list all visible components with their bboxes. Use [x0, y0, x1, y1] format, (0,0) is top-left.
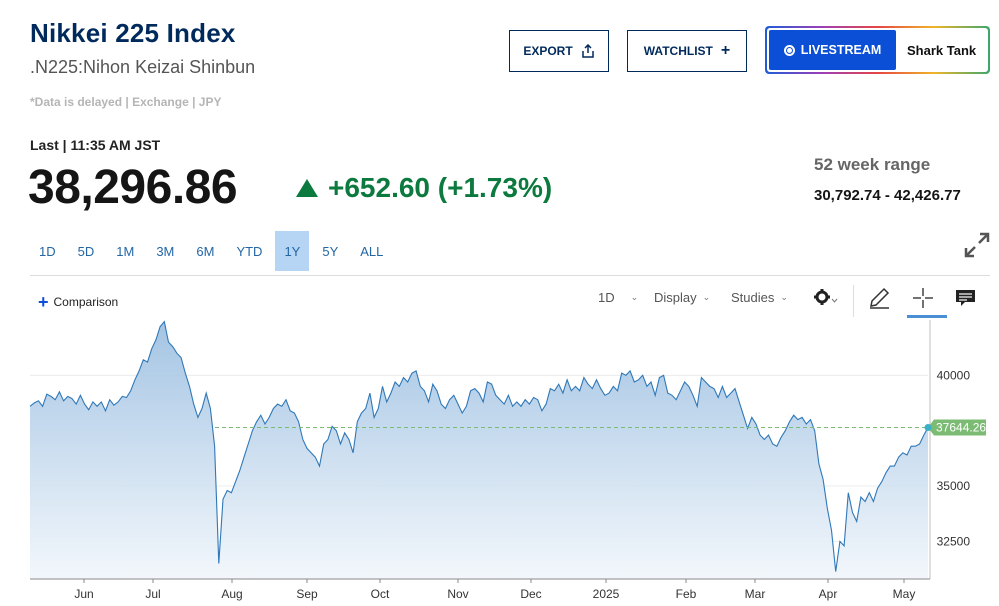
price-change-value: +652.60 (+1.73%): [328, 172, 553, 203]
export-label: EXPORT: [523, 44, 573, 58]
range-tab-5y[interactable]: 5Y: [322, 243, 339, 259]
delayed-note: *Data is delayed | Exchange | JPY: [30, 95, 222, 109]
range-tab-1d[interactable]: 1D: [39, 243, 56, 259]
livestream-box: LIVESTREAM Shark Tank: [765, 26, 990, 74]
range-tab-ytd[interactable]: YTD: [236, 243, 263, 259]
toolbar-divider: [853, 285, 854, 317]
x-tick-label: May: [893, 587, 916, 601]
price-line: [29, 320, 929, 572]
range-tab-1y[interactable]: 1Y: [275, 231, 310, 271]
share-icon: [581, 44, 594, 58]
watchlist-button[interactable]: WATCHLIST +: [627, 30, 747, 72]
interval-label: 1D: [598, 290, 615, 305]
week-range-label: 52 week range: [814, 155, 931, 174]
comparison-label: Comparison: [53, 295, 119, 309]
x-tick-label: Apr: [819, 587, 838, 601]
last-trade-time: Last | 11:35 AM JST: [30, 137, 161, 153]
x-tick-label: Mar: [745, 587, 766, 601]
page-title: Nikkei 225 Index: [30, 18, 236, 48]
interval-dropdown[interactable]: 1D ⌄: [598, 290, 638, 305]
x-tick-label: 2025: [593, 587, 620, 601]
y-axis-ticks: 40000 35000 32500: [937, 368, 971, 548]
range-tab-all[interactable]: ALL: [360, 243, 384, 259]
active-tool-indicator: [907, 315, 947, 318]
live-dot-icon: [783, 44, 795, 56]
x-tick-label: Jun: [74, 587, 93, 601]
display-dropdown[interactable]: Display ⌄: [654, 290, 710, 305]
price-area: [30, 321, 928, 579]
last-price-badge-label: 37644.26: [936, 420, 986, 434]
comment-icon[interactable]: [953, 287, 979, 309]
livestream-button[interactable]: LIVESTREAM: [769, 30, 896, 70]
week-range-value: 30,792.74 - 42,426.77: [814, 187, 961, 204]
y-tick-label: 40000: [937, 368, 971, 382]
y-tick-label: 32500: [937, 534, 971, 548]
chevron-down-icon: ⌄: [780, 292, 788, 302]
gear-icon[interactable]: [812, 287, 838, 309]
x-tick-label: Nov: [447, 587, 468, 601]
range-tab-1m[interactable]: 1M: [116, 243, 135, 259]
x-tick-label: Jul: [145, 587, 160, 601]
y-tick-label: 35000: [937, 479, 971, 493]
chevron-down-icon: ⌄: [702, 292, 711, 302]
export-button[interactable]: EXPORT: [509, 30, 609, 72]
last-price-badge-shape: [928, 419, 986, 436]
chevron-down-icon: ⌄: [630, 292, 639, 302]
crosshair-icon[interactable]: [910, 287, 936, 309]
symbol-subtitle: .N225:Nihon Keizai Shinbun: [30, 57, 256, 77]
x-tick-label: Sep: [296, 587, 318, 601]
range-tab-5d[interactable]: 5D: [77, 243, 95, 259]
x-tick-label: Oct: [371, 587, 390, 601]
time-range-tabs: 1D 5D 1M 3M 6M YTD 1Y 5Y ALL: [30, 231, 396, 271]
display-label: Display: [654, 290, 697, 305]
x-tick-label: Aug: [221, 587, 242, 601]
up-arrow-icon: [296, 179, 318, 197]
last-price-dot: [924, 423, 932, 431]
range-tab-3m[interactable]: 3M: [156, 243, 175, 259]
plus-icon: +: [720, 42, 731, 59]
pencil-icon[interactable]: [867, 287, 893, 309]
last-price: 38,296.86: [28, 161, 238, 214]
x-axis-ticks: Jun Jul Aug Sep Oct Nov Dec 2025 Feb Mar Apr May: [74, 579, 915, 601]
watchlist-label: WATCHLIST: [643, 44, 713, 58]
expand-icon[interactable]: [963, 231, 991, 259]
x-tick-label: Dec: [520, 587, 541, 601]
studies-dropdown[interactable]: Studies ⌄: [731, 290, 788, 305]
price-chart[interactable]: 40000 35000 32500 Jun Jul Aug Sep Oct Nov Dec 202…: [0, 320, 999, 606]
livestream-label: LIVESTREAM: [800, 43, 882, 57]
livestream-show-link[interactable]: Shark Tank: [907, 42, 977, 58]
comparison-button[interactable]: + Comparison: [38, 293, 118, 311]
studies-label: Studies: [731, 290, 775, 305]
x-tick-label: Feb: [676, 587, 697, 601]
range-tab-6m[interactable]: 6M: [196, 243, 215, 259]
plus-icon: +: [38, 292, 49, 312]
divider: [30, 275, 990, 276]
price-change: +652.60 (+1.73%): [296, 172, 552, 204]
last-price-badge: 37644.26: [928, 419, 986, 436]
